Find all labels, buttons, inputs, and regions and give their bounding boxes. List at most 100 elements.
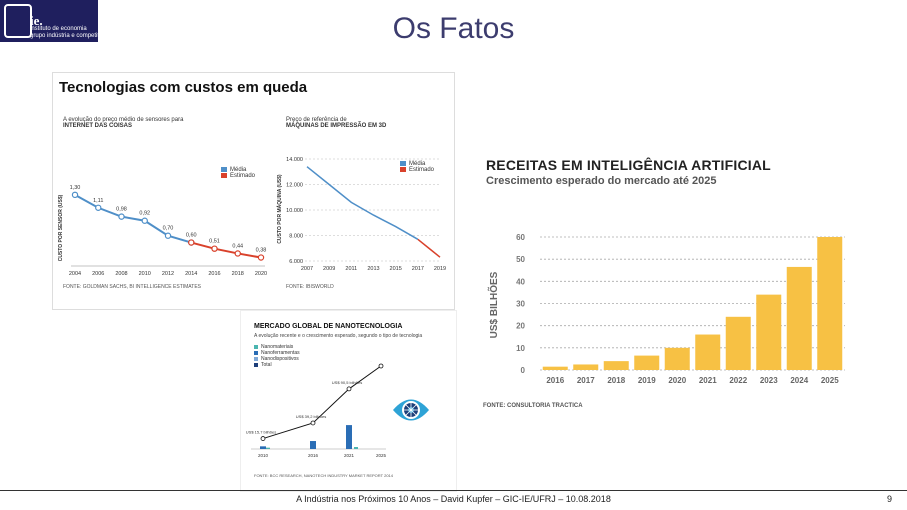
ai-x-tick-label: 2021: [699, 376, 717, 385]
iot-data-point: [257, 254, 265, 261]
3d-printer-cost-chart: CUSTO POR MÁQUINA (US$) 14.000 12.000 10.00…: [276, 157, 446, 272]
iot-x-tick-label: 2012: [162, 271, 174, 277]
iot-source: FONTE: GOLDMAN SACHS, BI INTELLIGENCE ES…: [63, 284, 201, 290]
ai-revenue-card: RECEITAS EM INTELIGÊNCIA ARTIFICIAL Cres…: [455, 125, 875, 430]
ai-y-axis-label: US$ BILHÕES: [487, 271, 500, 338]
nano-bar-2016: [310, 441, 316, 449]
ai-revenue-title: RECEITAS EM INTELIGÊNCIA ARTIFICIAL: [486, 157, 771, 173]
ai-bar-2021: [695, 334, 721, 370]
printer-x-tick-label: 2007: [301, 266, 313, 272]
ai-y-tick-label: 20: [516, 322, 525, 331]
ai-bar-2017: [573, 364, 599, 370]
printer-legend: Média Estimado: [400, 161, 434, 173]
iot-data-point: [188, 239, 195, 246]
iot-data-label: 0,70: [163, 226, 174, 232]
printer-x-tick-label: 2011: [345, 266, 357, 272]
nano-bar-2010: [260, 446, 266, 449]
ai-x-tick-label: 2016: [546, 376, 564, 385]
ie-logo: ie. instituto de economia grupo indústri…: [0, 0, 118, 42]
nano-swatch-devices: [254, 356, 258, 361]
printer-y-tick-label: 10.000: [286, 208, 303, 214]
nano-swatch-materials: [254, 344, 258, 349]
nanotech-legend: Nanomateriais Nanoferramentas Nanodispos…: [254, 344, 300, 368]
ai-revenue-chart: US$ BILHÕES 60 50 40 30 20 10 0 2016 2017 2018 2019…: [487, 233, 845, 385]
iot-data-label: 1,11: [93, 198, 103, 204]
iot-legend: Média Estimado: [221, 167, 255, 179]
nano-bar-2021-materials: [354, 447, 358, 449]
ai-y-tick-label: 40: [516, 277, 525, 286]
legend-swatch-estimado-2: [400, 167, 406, 173]
iot-data-label: 0,38: [256, 248, 267, 254]
nano-total-point: [310, 420, 316, 426]
iot-data-label: 1,30: [70, 185, 81, 191]
nanotech-title: MERCADO GLOBAL DE NANOTECNOLOGIA: [254, 323, 403, 330]
ai-x-tick-label: 2019: [638, 376, 656, 385]
ai-x-tick-label: 2018: [607, 376, 625, 385]
iot-data-point: [211, 245, 218, 252]
ai-bar-2016: [542, 366, 568, 370]
nanotech-subtitle: A evolução recente e o crescimento esper…: [254, 333, 423, 339]
iot-sensor-cost-chart: CUSTO POR SENSOR (US$) 2004 2006 2008 2010 20…: [58, 185, 267, 277]
legend-swatch-media-2: [400, 161, 406, 166]
nano-legend-total: Total: [261, 362, 272, 368]
printer-source: FONTE: IBISWORLD: [286, 284, 334, 290]
iot-data-point: [71, 191, 79, 199]
iot-data-point: [234, 250, 241, 257]
iot-data-label: 0,44: [232, 243, 243, 249]
ai-bar-2019: [634, 355, 660, 370]
ai-source: FONTE: CONSULTORIA TRACTICA: [483, 403, 583, 409]
ai-y-tick-label: 30: [516, 300, 525, 309]
printer-series-estimado-line: [417, 238, 441, 258]
iot-x-tick-label: 2006: [92, 271, 104, 277]
nano-swatch-tools: [254, 350, 258, 355]
nano-total-label: US$ 39,2 bilhões: [296, 414, 326, 419]
iot-subtitle: A evolução do preço médio de sensores pa…: [63, 117, 233, 129]
nano-legend-devices: Nanodispositivos: [261, 356, 299, 362]
nano-total-point: [260, 436, 266, 441]
nano-total-point: [378, 363, 384, 369]
nano-x-tick-label: 2025: [376, 453, 387, 458]
nano-total-label: US$ 125 bilhões: [364, 361, 393, 362]
nanotech-market-chart: US$ 15,7 bilhões 2010 US$ 39,2 bilhões 2016…: [246, 361, 394, 458]
ai-bar-2023: [756, 294, 782, 370]
ai-bar-2024: [786, 266, 812, 370]
ai-bar-2025: [817, 237, 843, 370]
nano-swatch-total: [254, 362, 258, 367]
printer-x-tick-label: 2009: [323, 266, 335, 272]
legend-media-2: Média: [409, 161, 426, 168]
costs-card-title: Tecnologias com custos em queda: [59, 79, 308, 96]
nano-x-tick-label: 2021: [344, 453, 355, 458]
legend-estimado: Estimado: [230, 173, 256, 180]
ai-bar-2020: [664, 347, 690, 370]
ai-x-tick-label: 2017: [577, 376, 595, 385]
ai-revenue-subtitle: Crescimento esperado do mercado até 2025: [486, 175, 717, 187]
iot-data-label: 0,51: [209, 239, 220, 245]
costs-card: Tecnologias com custos em queda A evoluç…: [52, 72, 455, 310]
nano-total-label: US$ 15,7 bilhões: [246, 430, 276, 435]
iot-x-tick-label: 2014: [185, 271, 197, 277]
printer-subtitle-bold: MÁQUINAS DE IMPRESSÃO EM 3D: [286, 123, 387, 129]
nano-bar-2021: [346, 425, 352, 449]
iot-x-tick-label: 2010: [139, 271, 151, 277]
iot-data-label: 0,98: [116, 207, 127, 213]
logo-name: ie.: [30, 13, 43, 28]
iot-series-media-line: [74, 193, 192, 244]
iot-x-tick-label: 2020: [255, 271, 267, 277]
ai-x-tick-label: 2024: [790, 376, 808, 385]
footer-divider: [0, 490, 907, 491]
ai-x-tick-label: 2025: [821, 376, 839, 385]
nano-bar-2010-materials: [266, 447, 270, 449]
printer-x-tick-label: 2017: [412, 266, 424, 272]
printer-subtitle-text: Preço de referência de: [286, 117, 347, 123]
logo-emblem-icon: [4, 4, 32, 38]
printer-x-tick-label: 2013: [367, 266, 379, 272]
nano-x-tick-label: 2010: [258, 453, 269, 458]
logo-line2: grupo indústria e competitividade: [30, 33, 119, 39]
slide-title: Os Fatos: [392, 12, 515, 45]
printer-y-tick-label: 6.000: [289, 259, 303, 265]
iot-data-point: [95, 204, 102, 211]
iot-data-label: 0,60: [186, 233, 197, 239]
printer-x-tick-label: 2019: [434, 266, 446, 272]
eye-icon: [393, 399, 429, 421]
page-number: 9: [887, 494, 893, 504]
